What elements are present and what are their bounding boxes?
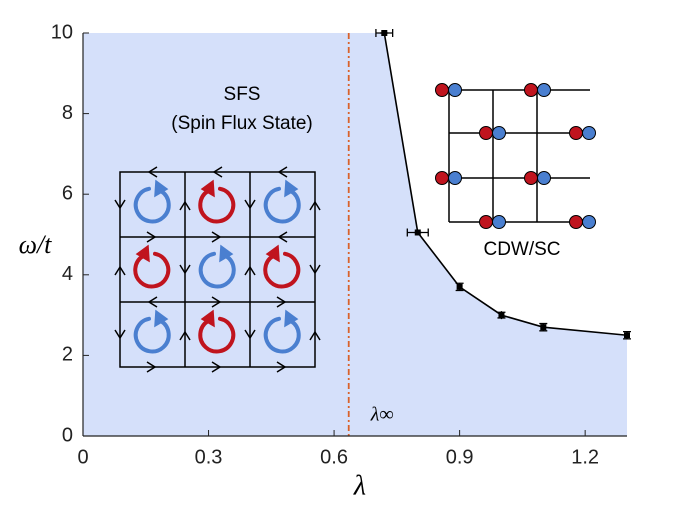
- annotation: (Spin Flux State): [171, 113, 313, 134]
- x-axis-label: λ: [353, 470, 366, 501]
- annotation: CDW/SC: [483, 239, 560, 260]
- point: [498, 312, 505, 319]
- plot-layer: λ∞ 0 2 4 6 8 10 0 0.3 0.6 0.9 1.2: [51, 21, 631, 468]
- x-tick-label: 0: [77, 446, 88, 468]
- boundary-line: [383, 32, 628, 337]
- x-tick-label: 1.2: [571, 446, 599, 468]
- sfs-region: [83, 33, 627, 436]
- y-tick-label: 2: [62, 344, 73, 366]
- point: [540, 324, 547, 331]
- cdw-inset: [435, 83, 596, 229]
- critical-label: λ∞: [370, 404, 394, 426]
- x-tick-label: 0.9: [446, 446, 474, 468]
- point: [624, 332, 630, 339]
- y-tick-label: 6: [62, 182, 73, 204]
- y-axis-label: ω/t: [19, 230, 53, 259]
- y-tick-label: 8: [62, 102, 73, 124]
- annotation: SFS: [224, 84, 261, 105]
- y-tick-label: 4: [62, 263, 73, 285]
- point: [456, 283, 463, 290]
- y-tick-label: 10: [51, 21, 73, 43]
- y-tick-label: 0: [62, 424, 73, 446]
- x-tick-label: 0.6: [320, 446, 348, 468]
- point: [414, 229, 421, 236]
- point: [381, 30, 388, 36]
- sfs-inset: [114, 166, 321, 373]
- labels: SFS (Spin Flux State) CDW/SC ω/t λ: [19, 84, 561, 501]
- x-tick-label: 0.3: [195, 446, 223, 468]
